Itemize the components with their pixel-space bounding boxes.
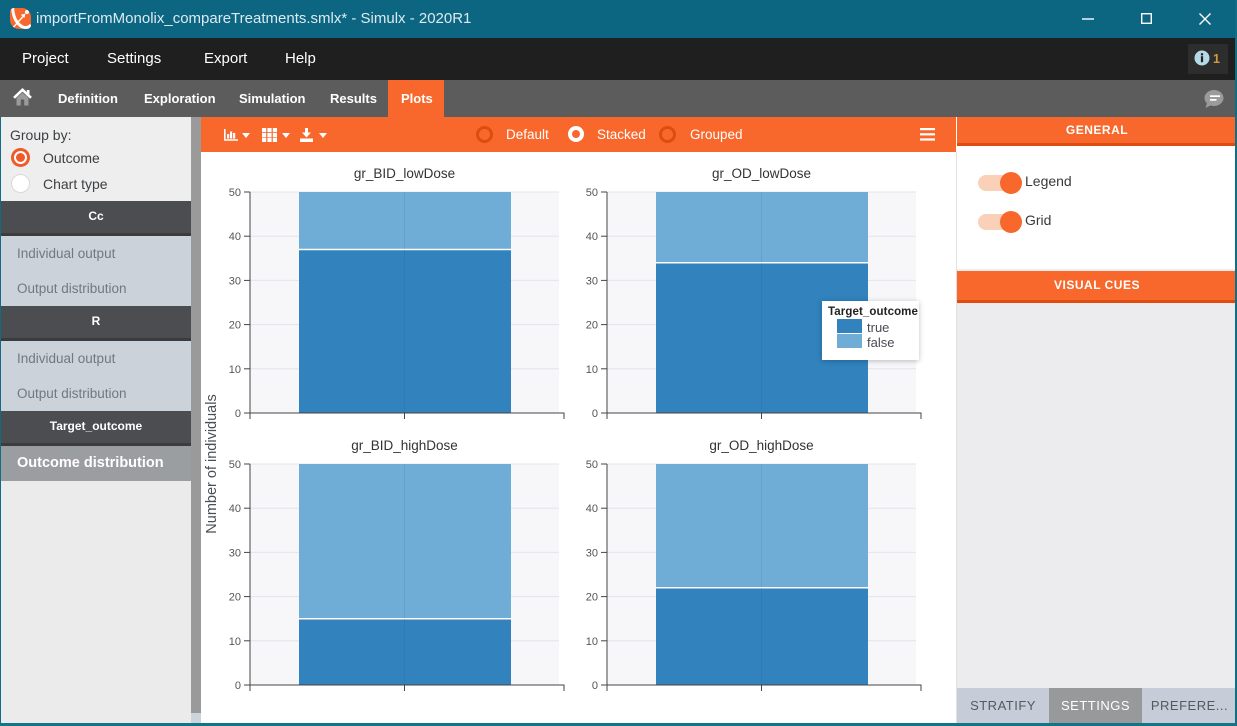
svg-text:30: 30 [229,275,241,287]
svg-text:Number of individuals: Number of individuals [204,394,220,533]
svg-text:20: 20 [586,592,598,604]
svg-text:50: 50 [229,459,241,471]
svg-text:10: 10 [586,364,598,376]
svg-text:50: 50 [586,187,598,199]
svg-text:0: 0 [235,680,241,692]
svg-text:20: 20 [586,320,598,332]
svg-text:0: 0 [592,680,598,692]
svg-text:10: 10 [586,636,598,648]
svg-text:gr_OD_highDose: gr_OD_highDose [709,438,813,453]
svg-text:30: 30 [586,547,598,559]
svg-text:10: 10 [229,364,241,376]
svg-text:gr_BID_highDose: gr_BID_highDose [351,438,458,453]
svg-text:40: 40 [229,231,241,243]
svg-text:30: 30 [229,547,241,559]
svg-text:50: 50 [586,459,598,471]
svg-text:gr_BID_lowDose: gr_BID_lowDose [354,166,455,181]
svg-text:40: 40 [229,503,241,515]
svg-text:20: 20 [229,320,241,332]
svg-text:40: 40 [586,231,598,243]
svg-text:0: 0 [592,408,598,420]
svg-text:20: 20 [229,592,241,604]
svg-text:30: 30 [586,275,598,287]
svg-text:50: 50 [229,187,241,199]
svg-text:gr_OD_lowDose: gr_OD_lowDose [712,166,811,181]
svg-text:10: 10 [229,636,241,648]
svg-text:40: 40 [586,503,598,515]
svg-text:0: 0 [235,408,241,420]
